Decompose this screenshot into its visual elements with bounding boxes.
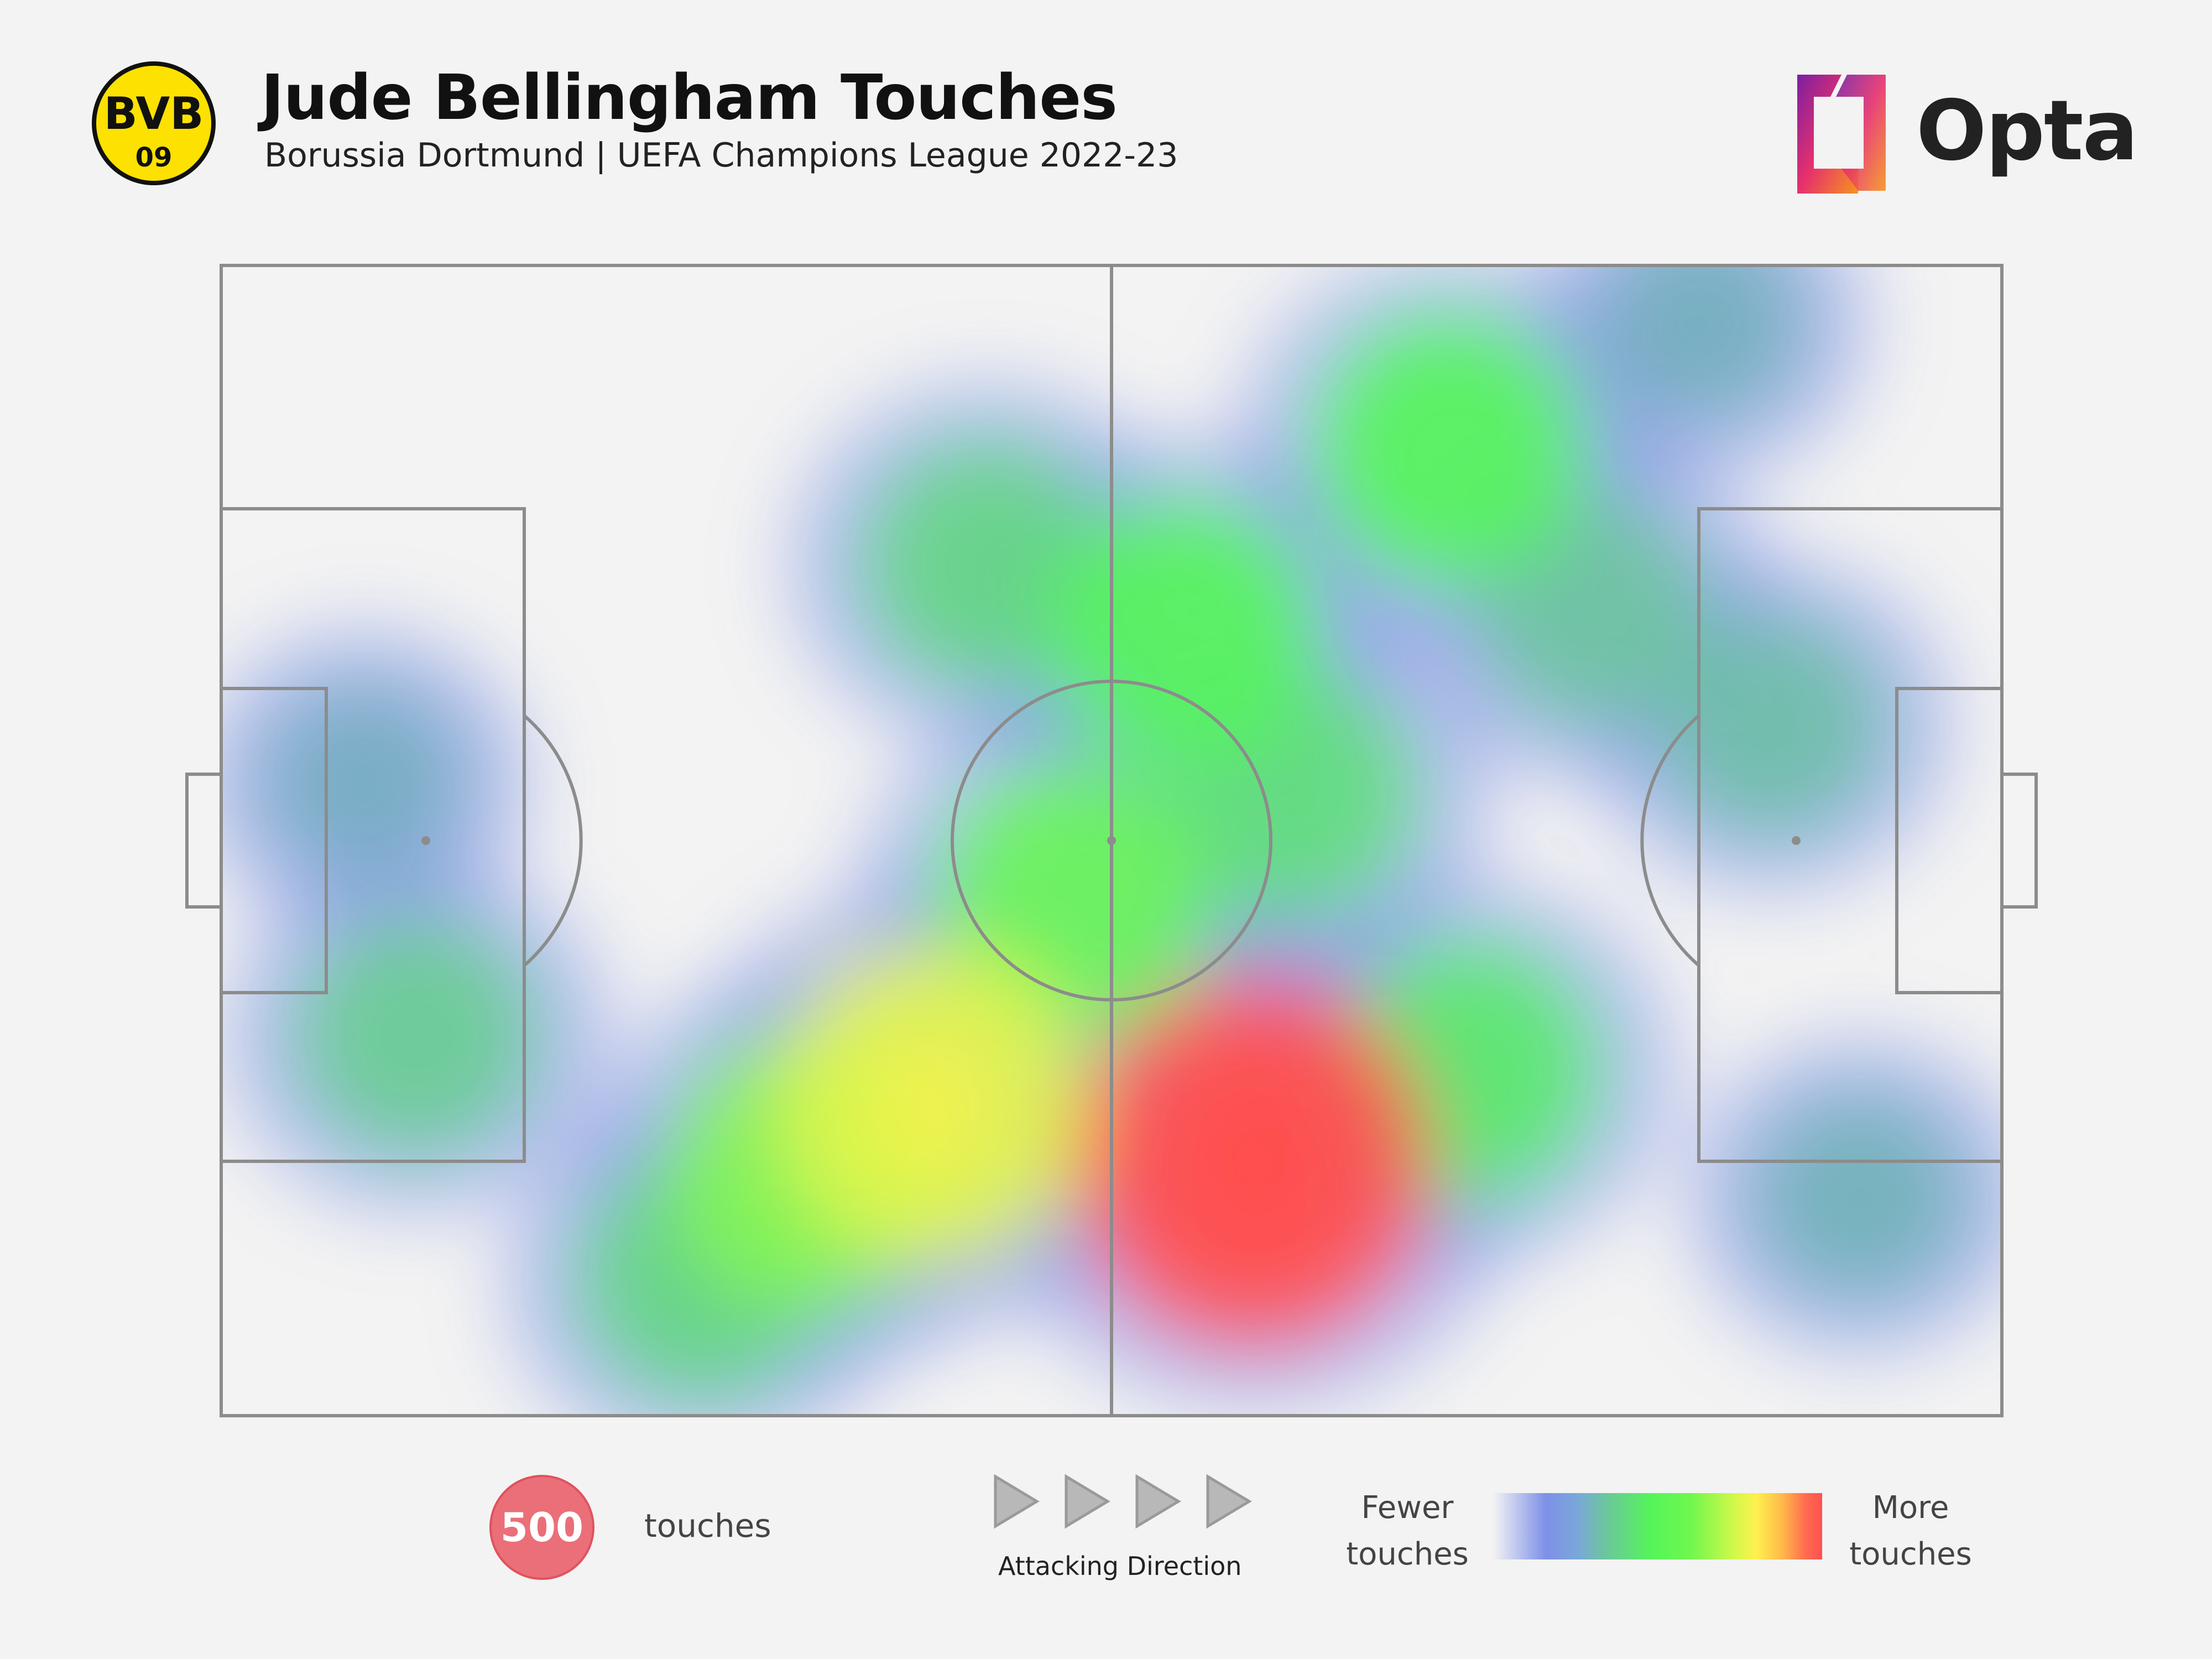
heat-spot-3: [1659, 617, 1882, 834]
pitch-heatmap: [177, 254, 2057, 1427]
heat-core-0: [887, 1045, 980, 1166]
touches-bubble: 500: [489, 1475, 594, 1580]
color-scale-bar: [1493, 1493, 1822, 1559]
heat-spot-5: [298, 919, 536, 1154]
crest-fill: [96, 66, 211, 181]
opta-wordmark: Opta: [1916, 83, 2138, 179]
arrow-icon-2: [1065, 1474, 1110, 1529]
bubble-label: touches: [644, 1507, 771, 1545]
attacking-direction-label: Attacking Direction: [998, 1551, 1242, 1581]
scale-low-label: Fewer touches: [1346, 1490, 1469, 1572]
crest-number: 09: [135, 142, 173, 173]
chart-title: Jude Bellingham Touches: [261, 62, 1118, 134]
heat-spot-11: [1315, 314, 1585, 585]
center-spot: [1107, 836, 1116, 845]
arrow-icon-4: [1206, 1474, 1252, 1529]
scale-high-label: More touches: [1849, 1490, 1972, 1572]
crest-letters: BVB: [104, 88, 204, 139]
left-goal: [185, 773, 223, 909]
heat-spot-6: [864, 443, 1109, 686]
right-penalty-arc: [1640, 714, 1700, 967]
left-penalty-arc: [523, 714, 583, 967]
left-penalty-spot: [421, 836, 430, 845]
attacking-direction-arrows: [994, 1474, 1252, 1529]
right-goal: [2000, 773, 2038, 909]
heat-layer: [221, 265, 2002, 1416]
opta-logo-icon: [1797, 75, 1886, 194]
chart-subtitle: Borussia Dortmund | UEFA Champions Leagu…: [264, 136, 1178, 175]
heat-core-1: [1171, 1058, 1337, 1267]
center-circle: [951, 680, 1272, 1001]
heat-spot-1: [1597, 265, 1801, 421]
arrow-icon-1: [994, 1474, 1040, 1529]
pitch-svg: [185, 264, 2038, 1417]
right-penalty-spot: [1792, 836, 1801, 845]
heat-blobs: [221, 265, 2002, 1416]
bvb-crest-icon: BVB 09: [92, 61, 216, 185]
header: BVB 09 Jude Bellingham Touches Borussia …: [0, 0, 2212, 221]
heat-spot-0: [264, 686, 464, 880]
heat-spot-2: [1756, 1097, 1963, 1298]
arrow-icon-3: [1135, 1474, 1181, 1529]
bubble-value: 500: [500, 1504, 584, 1551]
heat-spot-10: [1048, 498, 1318, 769]
